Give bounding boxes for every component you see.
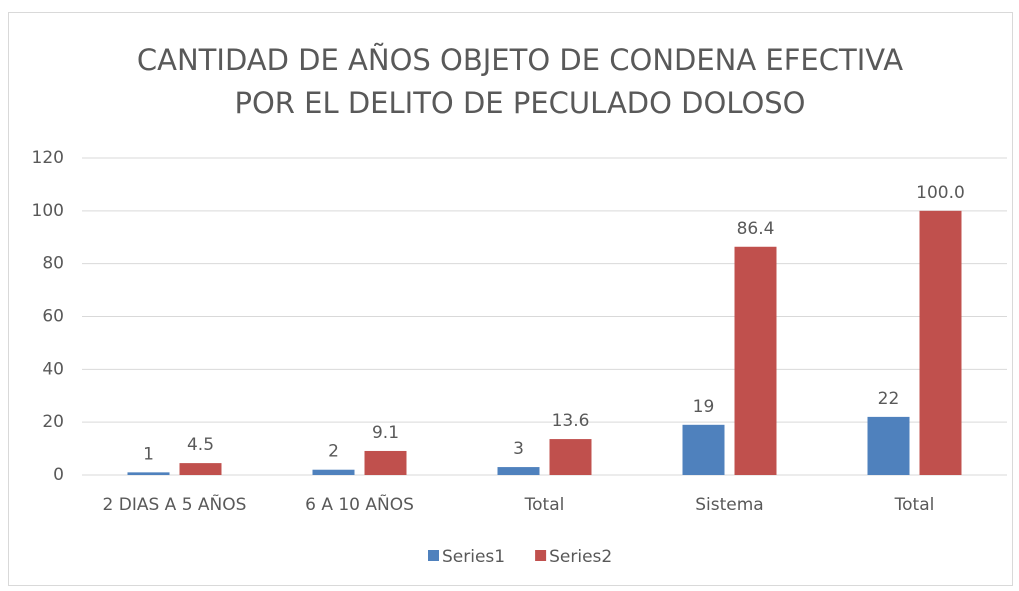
legend-swatch [428,550,439,561]
x-tick-label: Total [894,495,935,515]
y-tick-label: 80 [42,254,64,274]
x-tick-label: Total [524,495,565,515]
y-tick-label: 0 [53,465,64,485]
x-tick-label: 6 A 10 AÑOS [305,493,414,515]
bar [127,472,170,475]
x-tick-label: 2 DIAS A 5 AÑOS [103,493,247,515]
bar [919,210,962,476]
legend-label: Series1 [442,547,505,567]
y-tick-label: 120 [32,148,64,168]
bar [312,469,355,475]
y-tick-label: 60 [42,307,64,327]
bar [364,450,407,475]
data-label: 9.1 [372,423,399,443]
bar [682,424,725,475]
data-label: 4.5 [187,435,214,455]
bar [867,416,910,475]
chart-title: CANTIDAD DE AÑOS OBJETO DE CONDENA EFECT… [137,43,903,77]
chart-title: POR EL DELITO DE PECULADO DOLOSO [234,86,805,120]
data-label: 100.0 [916,183,965,203]
y-tick-label: 40 [42,359,64,379]
data-label: 2 [328,442,339,462]
y-tick-label: 100 [32,201,64,221]
data-label: 3 [513,439,524,459]
data-label: 1 [143,444,154,464]
data-label: 22 [878,389,900,409]
bar [179,463,222,475]
chart-frame [8,12,1013,586]
bar [549,439,592,475]
bar [734,246,777,475]
y-tick-label: 20 [42,412,64,432]
bar [497,467,540,475]
legend-label: Series2 [549,547,612,567]
data-label: 19 [693,397,715,417]
legend-swatch [535,550,547,561]
x-tick-label: Sistema [695,495,763,515]
data-label: 86.4 [737,219,775,239]
data-label: 13.6 [552,411,590,431]
